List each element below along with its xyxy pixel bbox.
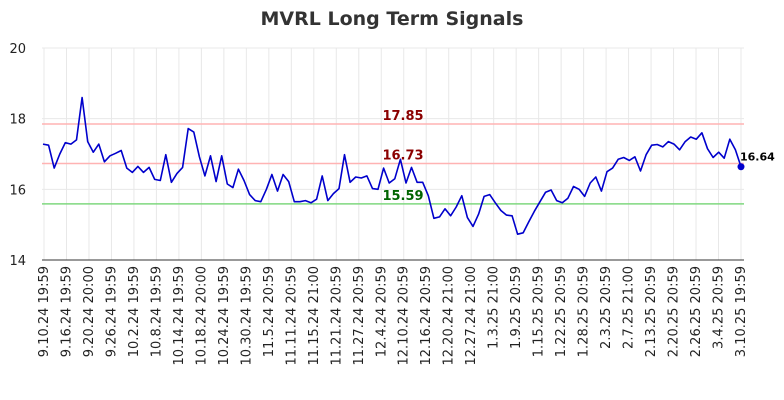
- x-tick-label: 1.3.25 21:00: [487, 266, 502, 349]
- x-tick-label: 10.8.24 19:59: [149, 266, 164, 357]
- signal-levels: 17.85 16.73 15.59: [42, 109, 744, 205]
- level-label: 16.73: [382, 149, 423, 164]
- y-tick-label: 14: [9, 254, 26, 269]
- y-tick-label: 18: [9, 113, 26, 128]
- x-tick-label: 10.14.24 19:59: [172, 266, 187, 366]
- x-tick-label: 2.26.25 20:59: [689, 266, 704, 357]
- last-point-marker: [737, 163, 745, 171]
- x-tick-label: 12.10.24 20:59: [397, 266, 412, 366]
- x-tick-label: 12.4.24 20:59: [374, 266, 389, 357]
- x-tick-label: 2.7.25 21:00: [622, 266, 637, 349]
- x-tick-label: 10.30.24 19:59: [239, 266, 254, 366]
- x-tick-label: 12.16.24 20:59: [419, 266, 434, 366]
- series-line: [42, 96, 742, 235]
- x-tick-label: 9.20.24 20:00: [82, 266, 97, 357]
- x-tick-labels: 9.10.24 19:59 9.16.24 19:59 9.20.24 20:00 9…: [37, 266, 749, 366]
- x-tick-label: 1.28.25 20:59: [577, 266, 592, 357]
- x-tick-label: 10.24.24 19:59: [217, 266, 232, 366]
- grid: [42, 47, 744, 261]
- series-layer: 16.64: [42, 96, 775, 235]
- x-tick-label: 11.11.24 20:59: [284, 266, 299, 366]
- level-label: 17.85: [382, 109, 423, 124]
- x-tick-label: 11.5.24 20:59: [262, 266, 277, 357]
- chart-title: MVRL Long Term Signals: [261, 8, 524, 30]
- x-tick-label: 2.20.25 20:59: [667, 266, 682, 357]
- last-value-label: 16.64: [740, 151, 775, 164]
- y-tick-label: 20: [9, 42, 26, 57]
- x-tick-label: 9.26.24 19:59: [104, 266, 119, 357]
- x-tick-label: 10.18.24 20:00: [194, 266, 209, 366]
- y-tick-label: 16: [9, 183, 26, 198]
- x-tick-label: 9.10.24 19:59: [37, 266, 52, 357]
- x-tick-label: 10.2.24 19:59: [127, 266, 142, 357]
- x-tick-label: 12.27.24 21:00: [464, 266, 479, 366]
- level-label: 15.59: [382, 189, 423, 204]
- x-tick-label: 11.21.24 20:59: [329, 266, 344, 366]
- x-tick-label: 1.15.25 20:59: [532, 266, 547, 357]
- x-tick-label: 12.20.24 21:00: [442, 266, 457, 366]
- y-tick-labels: 14 16 18 20: [9, 42, 26, 269]
- x-tick-label: 11.15.24 21:00: [307, 266, 322, 366]
- x-tick-label: 1.9.25 20:59: [509, 266, 524, 349]
- x-tick-label: 2.3.25 20:59: [599, 266, 614, 349]
- x-tick-label: 3.4.25 20:59: [712, 266, 727, 349]
- x-tick-label: 9.16.24 19:59: [59, 266, 74, 357]
- x-tick-label: 1.22.25 20:59: [554, 266, 569, 357]
- x-tick-label: 11.27.24 20:59: [352, 266, 367, 366]
- x-tick-label: 2.13.25 20:59: [644, 266, 659, 357]
- x-tick-label: 3.10.25 19:59: [734, 266, 749, 357]
